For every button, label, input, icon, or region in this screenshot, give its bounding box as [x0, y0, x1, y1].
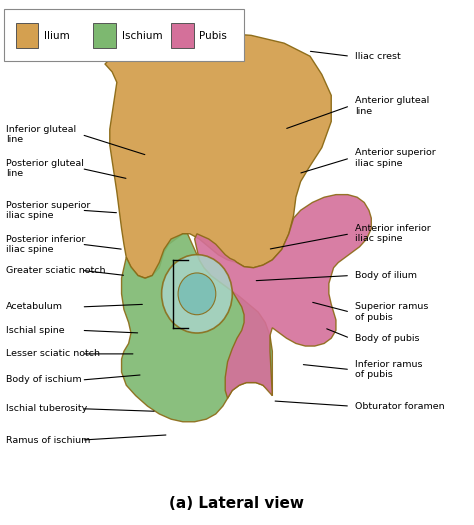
Text: Obturator foramen: Obturator foramen	[355, 402, 445, 411]
Text: Anterior inferior
iliac spine: Anterior inferior iliac spine	[355, 224, 430, 244]
Text: Body of pubis: Body of pubis	[355, 334, 419, 343]
Polygon shape	[121, 234, 273, 422]
Text: Anterior gluteal
line: Anterior gluteal line	[355, 96, 429, 116]
Bar	[93, 23, 116, 48]
Text: Posterior gluteal
line: Posterior gluteal line	[6, 159, 84, 178]
Bar	[16, 23, 38, 48]
Text: Ischium: Ischium	[121, 31, 162, 41]
Text: Anterior superior
iliac spine: Anterior superior iliac spine	[355, 149, 436, 168]
Text: (a) Lateral view: (a) Lateral view	[170, 496, 304, 510]
Text: Greater sciatic notch: Greater sciatic notch	[6, 266, 106, 275]
Text: Pubis: Pubis	[199, 31, 227, 41]
Polygon shape	[195, 195, 371, 398]
Bar	[171, 23, 194, 48]
Text: Body of ischium: Body of ischium	[6, 375, 82, 384]
Text: Inferior gluteal
line: Inferior gluteal line	[6, 125, 76, 144]
Text: Inferior ramus
of pubis: Inferior ramus of pubis	[355, 360, 422, 379]
Text: Acetabulum: Acetabulum	[6, 302, 63, 311]
Circle shape	[162, 255, 232, 333]
Text: Body of ilium: Body of ilium	[355, 271, 417, 280]
Polygon shape	[105, 30, 331, 278]
Text: Superior ramus
of pubis: Superior ramus of pubis	[355, 302, 428, 322]
Text: Posterior inferior
iliac spine: Posterior inferior iliac spine	[6, 235, 85, 254]
Text: Ilium: Ilium	[44, 31, 70, 41]
FancyBboxPatch shape	[4, 9, 244, 61]
Text: Ischial spine: Ischial spine	[6, 326, 65, 335]
Text: Lesser sciatic notch: Lesser sciatic notch	[6, 350, 100, 359]
Text: Posterior superior
iliac spine: Posterior superior iliac spine	[6, 201, 91, 220]
Text: Iliac crest: Iliac crest	[355, 52, 401, 61]
Text: Ramus of ischium: Ramus of ischium	[6, 436, 91, 445]
Circle shape	[178, 273, 216, 314]
Text: Ischial tuberosity: Ischial tuberosity	[6, 404, 87, 413]
